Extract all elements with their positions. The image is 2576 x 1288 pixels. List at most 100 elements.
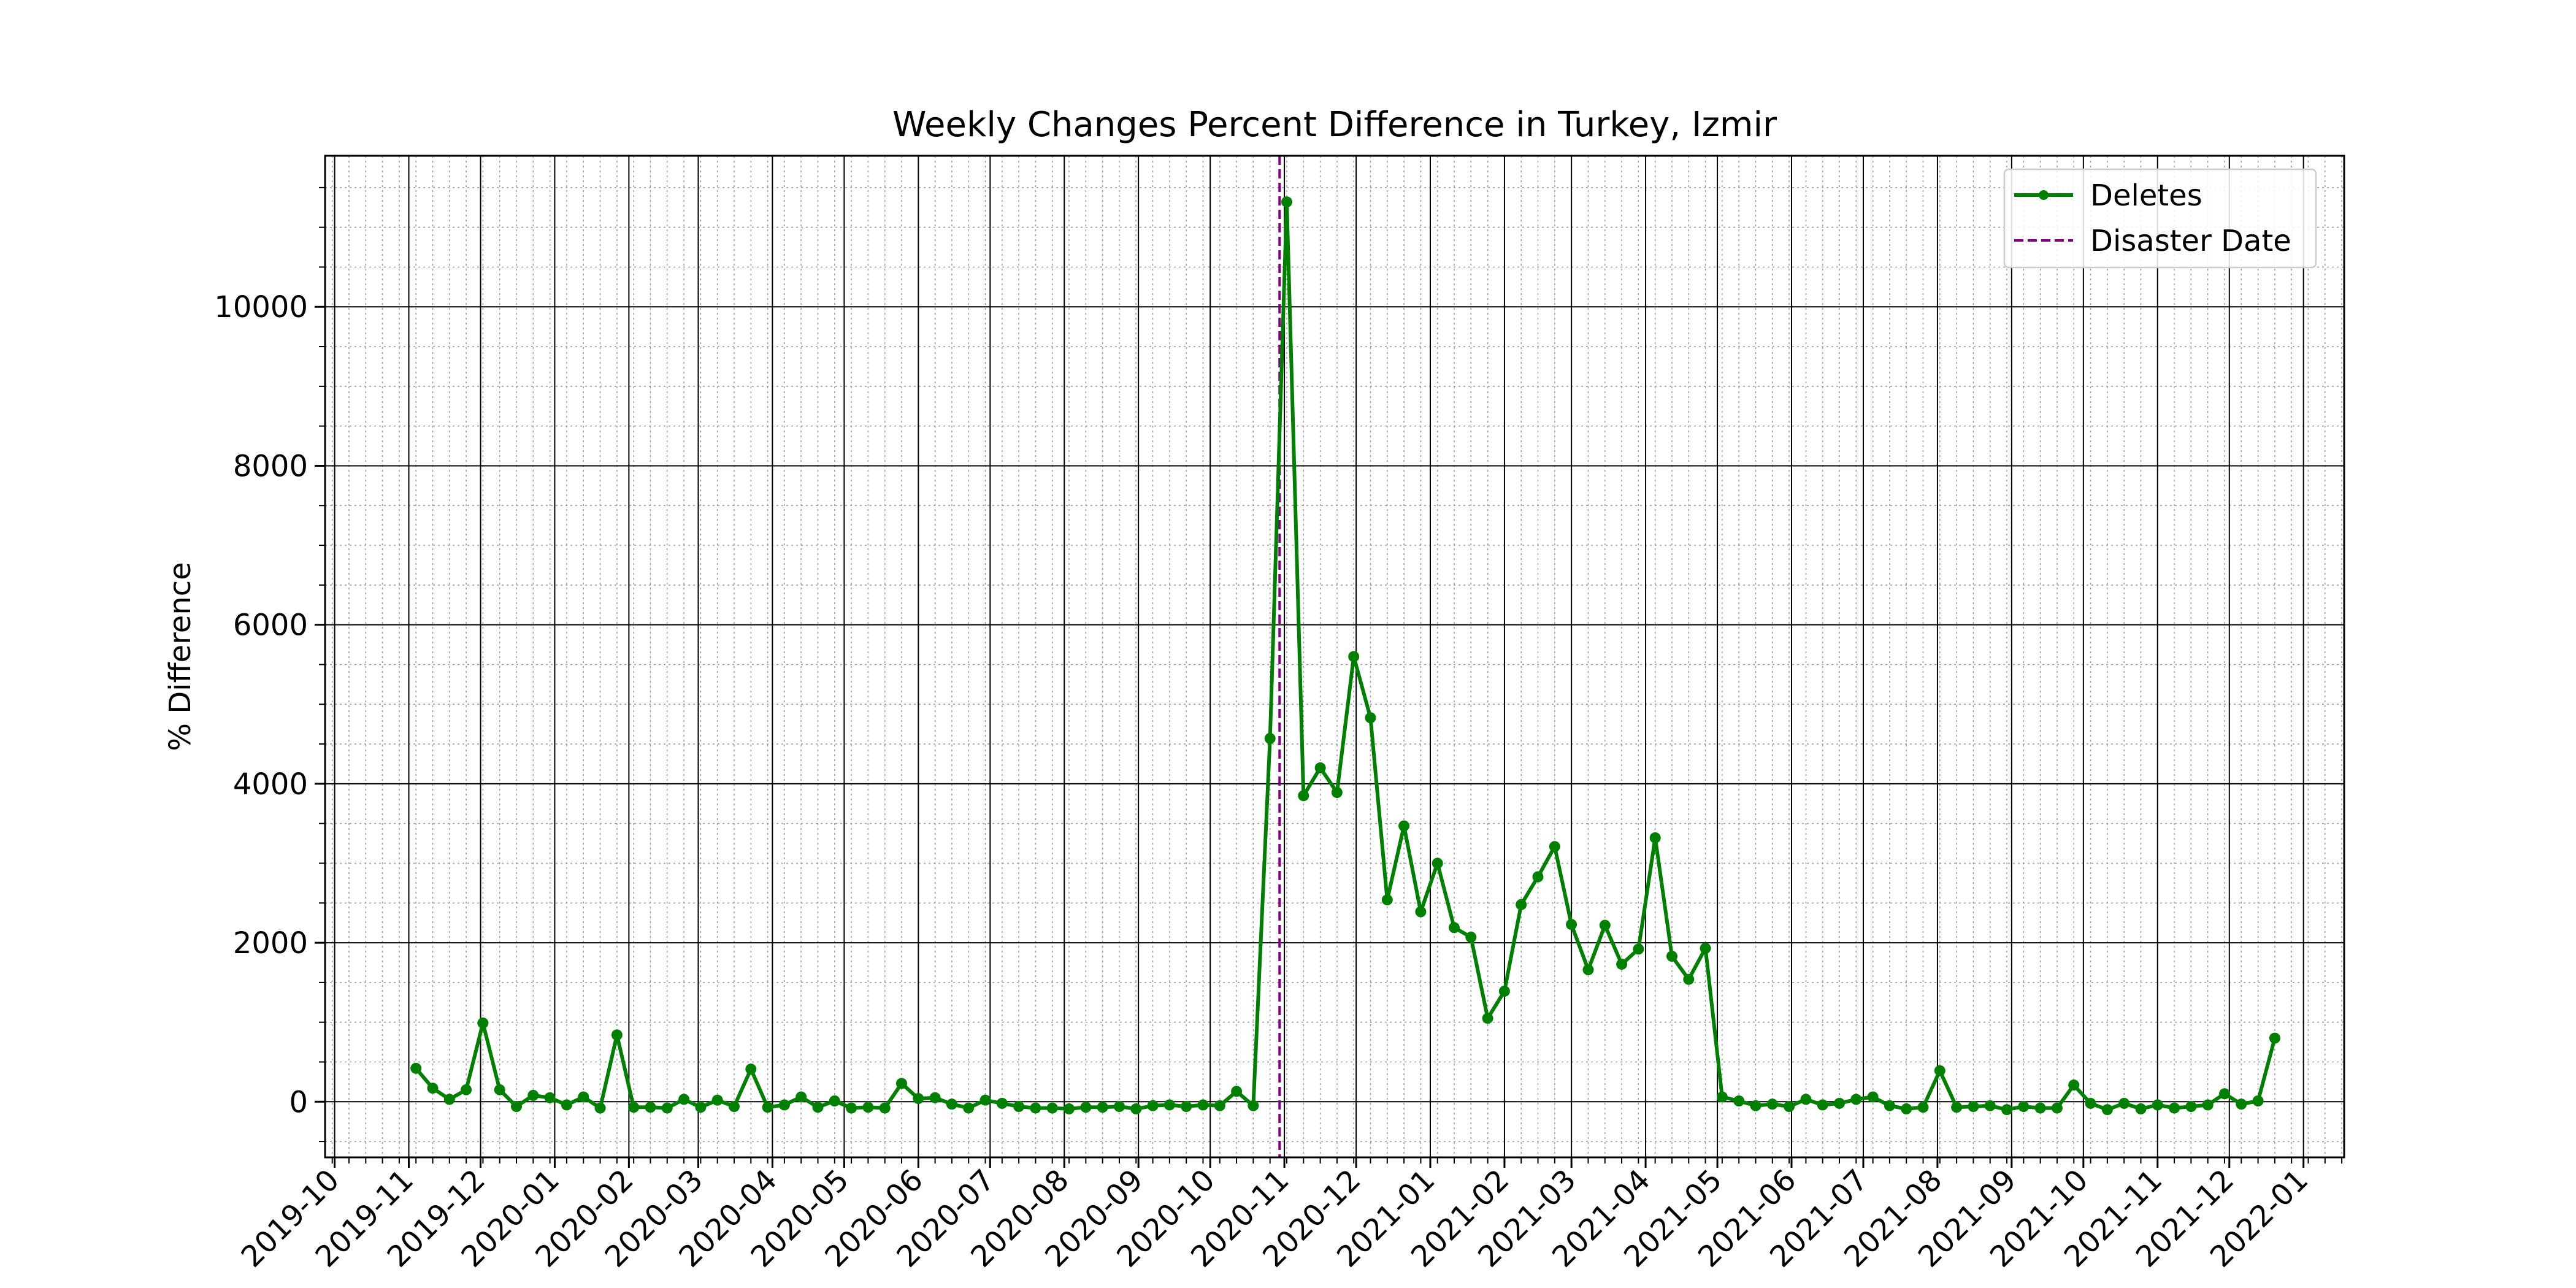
data-point-deletes <box>1917 1102 1929 1113</box>
data-point-deletes <box>913 1093 924 1105</box>
data-point-deletes <box>1800 1094 1812 1105</box>
data-point-deletes <box>1331 787 1343 799</box>
data-point-deletes <box>846 1102 857 1114</box>
data-point-deletes <box>1147 1100 1159 1111</box>
data-point-deletes <box>1465 932 1477 943</box>
data-point-deletes <box>1633 943 1644 955</box>
y-axis-label: % Difference <box>163 562 197 751</box>
data-point-deletes <box>695 1102 707 1113</box>
data-point-deletes <box>778 1099 790 1111</box>
data-point-deletes <box>2236 1098 2247 1110</box>
y-tick-label: 0 <box>289 1085 308 1119</box>
data-point-deletes <box>427 1083 439 1094</box>
data-point-deletes <box>1248 1100 1259 1111</box>
data-point-deletes <box>1516 899 1527 910</box>
data-point-deletes <box>795 1091 807 1103</box>
data-point-deletes <box>2169 1102 2180 1114</box>
data-point-deletes <box>1214 1100 1225 1111</box>
data-point-deletes <box>1934 1065 1945 1076</box>
data-point-deletes <box>1130 1103 1142 1114</box>
data-point-deletes <box>1850 1094 1862 1105</box>
data-point-deletes <box>1415 906 1427 918</box>
data-point-deletes <box>1097 1102 1108 1113</box>
data-point-deletes <box>410 1062 422 1074</box>
data-point-deletes <box>1766 1098 1778 1110</box>
legend: Deletes Disaster Date <box>2003 168 2317 269</box>
data-point-deletes <box>1901 1103 1912 1114</box>
data-point-deletes <box>1080 1102 1092 1113</box>
data-point-deletes <box>527 1089 539 1101</box>
y-tick-label: 8000 <box>233 449 308 483</box>
data-point-deletes <box>544 1092 556 1103</box>
data-point-deletes <box>996 1097 1008 1109</box>
data-point-deletes <box>2152 1099 2163 1111</box>
data-point-deletes <box>1114 1101 1125 1113</box>
data-point-deletes <box>2051 1102 2063 1114</box>
plot-frame <box>324 155 2345 1159</box>
data-point-deletes <box>645 1102 656 1113</box>
series-line-deletes <box>414 200 2277 1112</box>
data-point-deletes <box>1700 943 1711 954</box>
data-point-deletes <box>1733 1095 1745 1106</box>
data-point-deletes <box>896 1078 907 1089</box>
data-point-deletes <box>661 1102 673 1114</box>
y-tick-label: 10000 <box>214 290 308 324</box>
data-point-deletes <box>1398 820 1410 832</box>
data-point-deletes <box>929 1092 941 1103</box>
data-point-deletes <box>1181 1101 1192 1113</box>
y-tick-label: 2000 <box>233 926 308 960</box>
data-point-deletes <box>1264 733 1276 744</box>
data-point-deletes <box>2034 1102 2046 1114</box>
data-point-deletes <box>1532 871 1544 883</box>
data-point-deletes <box>1197 1099 1209 1111</box>
y-tick-label: 4000 <box>233 767 308 802</box>
data-point-deletes <box>1231 1086 1243 1097</box>
data-point-deletes <box>494 1084 505 1095</box>
data-point-deletes <box>879 1102 891 1114</box>
data-point-deletes <box>2135 1103 2147 1114</box>
data-point-deletes <box>2101 1104 2113 1116</box>
data-point-deletes <box>1449 922 1460 933</box>
data-point-deletes <box>2185 1101 2197 1113</box>
data-point-deletes <box>1951 1102 1963 1113</box>
data-point-deletes <box>2269 1032 2280 1044</box>
data-point-deletes <box>1432 857 1443 869</box>
data-point-deletes <box>1750 1100 1761 1111</box>
data-point-deletes <box>1163 1099 1175 1111</box>
data-point-deletes <box>2001 1104 2012 1116</box>
data-point-deletes <box>1030 1102 1041 1114</box>
data-point-deletes <box>1867 1091 1879 1103</box>
data-point-deletes <box>1064 1103 1075 1114</box>
data-point-deletes <box>1616 959 1628 970</box>
data-point-deletes <box>812 1102 824 1113</box>
data-point-deletes <box>628 1102 640 1113</box>
data-point-deletes <box>2252 1095 2264 1106</box>
data-point-deletes <box>511 1101 522 1113</box>
legend-entry-disaster-date: Disaster Date <box>2090 224 2291 258</box>
data-point-deletes <box>729 1101 740 1113</box>
data-point-deletes <box>1013 1101 1025 1113</box>
data-point-deletes <box>611 1029 623 1041</box>
data-point-deletes <box>1365 712 1376 724</box>
data-point-deletes <box>561 1099 572 1111</box>
data-point-deletes <box>594 1102 606 1114</box>
data-point-deletes <box>1298 790 1309 802</box>
data-point-deletes <box>2068 1079 2080 1091</box>
data-point-deletes <box>1599 919 1611 931</box>
data-point-deletes <box>946 1098 957 1110</box>
data-point-deletes <box>2219 1088 2230 1100</box>
data-point-deletes <box>578 1091 589 1103</box>
data-point-deletes <box>1834 1097 1845 1109</box>
data-point-deletes <box>1784 1101 1795 1113</box>
data-point-deletes <box>1884 1100 1895 1111</box>
data-point-deletes <box>1683 973 1695 985</box>
data-point-deletes <box>1666 951 1677 962</box>
data-point-deletes <box>1968 1101 1979 1113</box>
data-point-deletes <box>1984 1100 1996 1111</box>
data-point-deletes <box>1381 894 1393 906</box>
data-point-deletes <box>963 1102 975 1114</box>
data-point-deletes <box>1046 1102 1058 1114</box>
data-point-deletes <box>745 1064 757 1075</box>
data-point-deletes <box>1314 762 1326 773</box>
